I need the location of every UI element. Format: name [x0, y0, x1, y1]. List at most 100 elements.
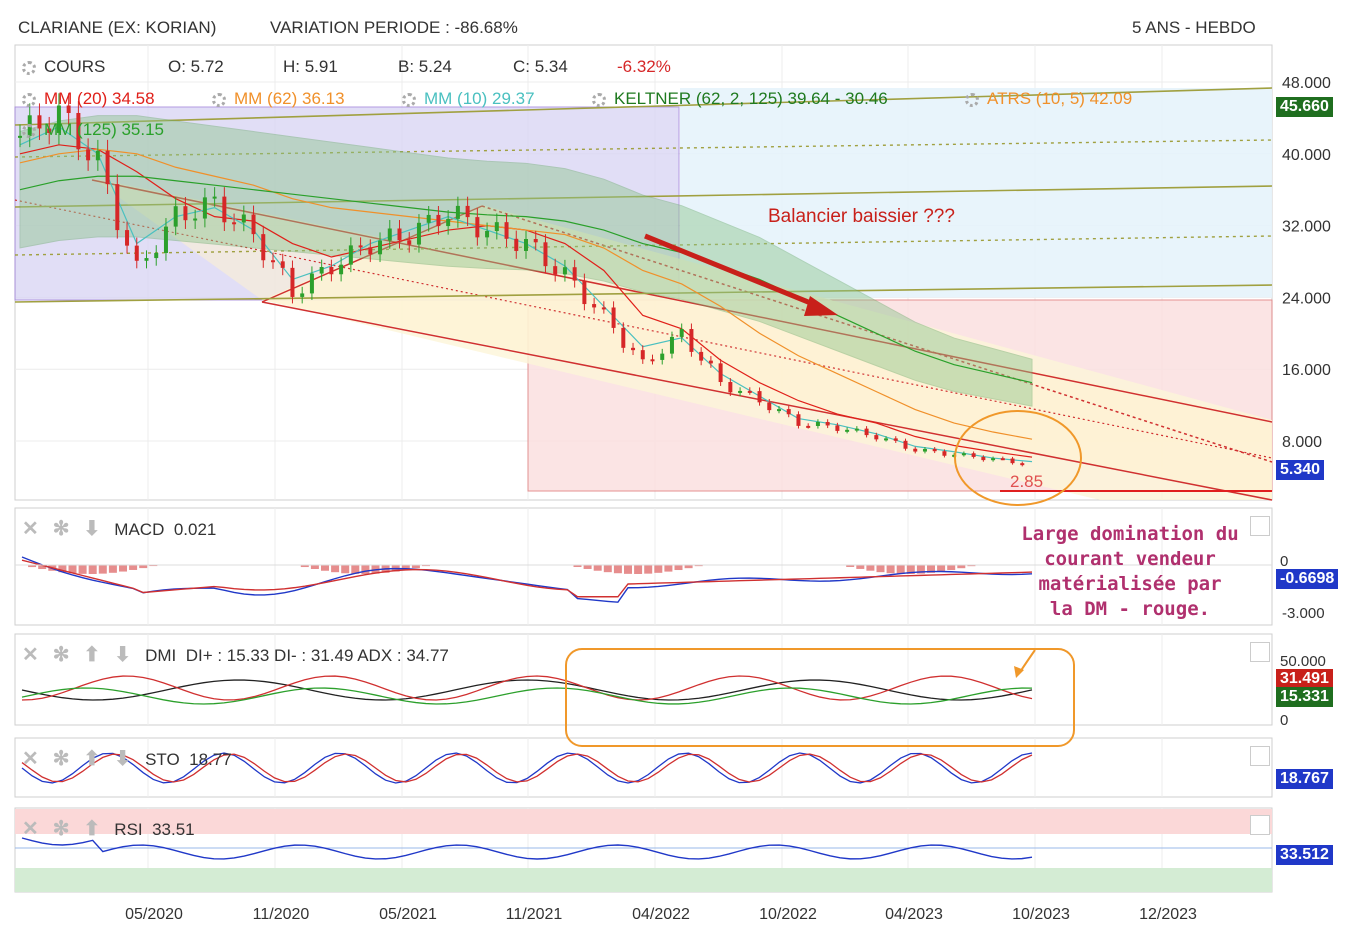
price-tag-last: 5.340: [1276, 460, 1325, 480]
arrow-down-icon[interactable]: ⬇: [83, 518, 101, 540]
macd-histogram-bar: [583, 565, 592, 569]
arrow-up-icon[interactable]: ⬆: [83, 644, 101, 666]
close-icon[interactable]: ✕: [22, 748, 39, 770]
arrow-down-icon[interactable]: ⬇: [114, 748, 132, 770]
candle-body: [319, 267, 324, 274]
candle-body: [1000, 458, 1005, 461]
panel-frame-1: [14, 507, 1273, 626]
channel-mid-2: [14, 199, 1273, 459]
rsi-tag: 33.512: [1276, 845, 1333, 865]
legend-mm20[interactable]: MM (20) 34.58: [22, 89, 155, 109]
candle-body: [592, 304, 597, 308]
gear-icon[interactable]: ✻: [52, 518, 70, 540]
dmi-checkbox[interactable]: [1250, 642, 1270, 662]
close-icon[interactable]: ✕: [22, 644, 39, 666]
candle-body: [796, 414, 801, 426]
candle-body: [154, 252, 159, 259]
candle-body: [903, 440, 908, 449]
rsi-checkbox[interactable]: [1250, 815, 1270, 835]
macd-histogram-bar: [401, 565, 410, 570]
macd-checkbox[interactable]: [1250, 516, 1270, 536]
instrument-title: CLARIANE (EX: KORIAN): [18, 18, 217, 37]
channel-upper: [91, 179, 1273, 423]
x-tick-label: 05/2020: [125, 906, 183, 923]
gear-icon[interactable]: [965, 92, 979, 107]
candle-body: [232, 222, 237, 225]
candle-body: [37, 115, 42, 129]
x-tick-label: 10/2022: [759, 906, 817, 923]
candle-body: [893, 438, 898, 441]
macd-histogram-bar: [108, 565, 117, 573]
dmi-axis-1: 0: [1280, 712, 1289, 729]
legend-keltner[interactable]: KELTNER (62, 2, 125) 39.64 - 30.46: [592, 89, 888, 109]
arrow-up-icon[interactable]: ⬆: [83, 748, 101, 770]
x-tick-label: 12/2023: [1139, 906, 1197, 923]
candle-body: [874, 435, 879, 440]
y-tick-label: 40.000: [1282, 147, 1331, 164]
cours-label: COURS: [44, 57, 106, 76]
candle-body: [105, 150, 110, 185]
rsi-line: [21, 837, 1033, 860]
legend-atrs[interactable]: ATRS (10, 5) 42.09: [965, 89, 1132, 109]
gear-icon[interactable]: [212, 92, 226, 107]
candle-body: [572, 267, 577, 281]
macd-histogram-bar: [129, 565, 138, 570]
macd-histogram-bar: [674, 565, 683, 571]
macd-histogram-bar: [361, 565, 370, 574]
candle-body: [309, 273, 314, 294]
keltner-band: [19, 115, 1033, 407]
candle-body: [173, 206, 178, 227]
candle-body: [86, 149, 91, 161]
candle-body: [125, 230, 130, 246]
balancier-annotation: Balancier baissier ???: [768, 206, 955, 227]
x-tick-label: 04/2022: [632, 906, 690, 923]
close-icon[interactable]: ✕: [22, 518, 39, 540]
period-selector[interactable]: 5 ANS - HEBDO: [1132, 18, 1256, 37]
legend-mm10[interactable]: MM (10) 29.37: [402, 89, 535, 109]
sto-checkbox[interactable]: [1250, 746, 1270, 766]
macd-histogram-bar: [149, 565, 158, 567]
legend-mm62[interactable]: MM (62) 36.13: [212, 89, 345, 109]
arrow-down-icon[interactable]: ⬇: [114, 644, 132, 666]
candle-body: [669, 336, 674, 354]
candle-body: [514, 238, 519, 251]
macd-histogram-bar: [876, 565, 885, 573]
dmi-adx: [21, 679, 1033, 701]
gear-icon[interactable]: [22, 123, 36, 138]
gear-icon[interactable]: ✻: [52, 818, 70, 840]
dmi-tag-green: 15.331: [1276, 687, 1333, 707]
macd-histogram-bar: [684, 565, 693, 569]
candle-body: [650, 359, 655, 362]
y-tick-label: 48.000: [1282, 75, 1331, 92]
macd-histogram-bar: [644, 565, 653, 574]
macd-histogram-bar: [351, 565, 360, 574]
gear-icon[interactable]: [22, 60, 36, 75]
arrow-up-icon[interactable]: ⬆: [83, 818, 101, 840]
candle-body: [358, 245, 363, 248]
macd-histogram-bar: [593, 565, 602, 571]
candle-body: [991, 458, 996, 461]
macd-histogram-bar: [694, 565, 703, 567]
candle-body: [416, 222, 421, 245]
candle-body: [884, 438, 889, 441]
gear-icon[interactable]: ✻: [52, 644, 70, 666]
close-icon[interactable]: ✕: [22, 818, 39, 840]
gear-icon[interactable]: [592, 92, 606, 107]
candle-body: [679, 329, 684, 337]
x-tick-label: 11/2020: [253, 906, 310, 923]
rsi-legend: ✕ ✻ ⬆ RSI 33.51: [22, 818, 195, 840]
y-tick-label: 16.000: [1282, 362, 1331, 379]
candle-body: [961, 453, 966, 456]
gear-icon[interactable]: [22, 92, 36, 107]
gear-icon[interactable]: ✻: [52, 748, 70, 770]
macd-histogram-bar: [634, 565, 643, 574]
macd-histogram-bar: [947, 565, 956, 571]
candle-body: [640, 350, 645, 360]
macd-histogram-bar: [58, 565, 67, 573]
y-tick-label: 8.000: [1282, 434, 1322, 451]
candle-body: [115, 184, 120, 231]
candle-body: [193, 218, 198, 221]
gear-icon[interactable]: [402, 92, 416, 107]
candle-body: [767, 402, 772, 411]
legend-mm125[interactable]: MM (125) 35.15: [22, 120, 164, 140]
